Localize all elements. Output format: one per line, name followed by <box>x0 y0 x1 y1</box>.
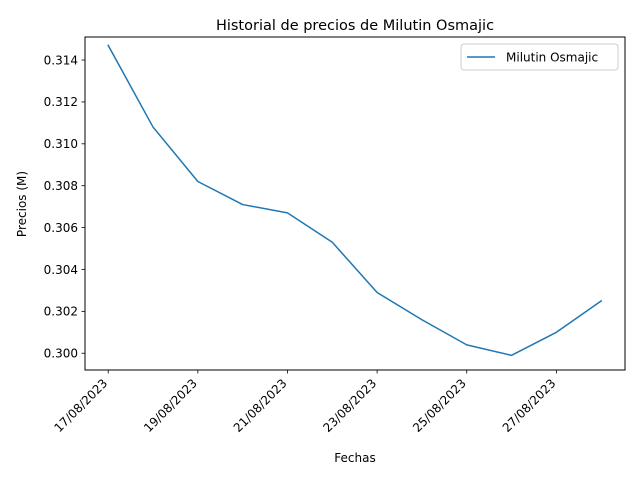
series-layer <box>107 44 603 357</box>
y-tick-label: 0.308 <box>44 179 78 193</box>
legend: Milutin Osmajic <box>460 43 619 71</box>
y-tick-label: 0.304 <box>44 263 78 277</box>
series-line-0 <box>107 44 603 357</box>
x-axis-label: Fechas <box>334 451 375 465</box>
y-tick-label: 0.302 <box>44 305 78 319</box>
y-tick-label: 0.310 <box>44 137 78 151</box>
y-axis-label: Precios (M) <box>15 171 29 237</box>
y-axis-ticks: 0.300 0.302 0.304 0.306 0.308 0.310 0.312 0.314 <box>44 53 85 361</box>
plot-frame <box>84 36 626 371</box>
y-tick-label: 0.314 <box>44 53 78 67</box>
y-tick-label: 0.306 <box>44 221 78 235</box>
legend-label: Milutin Osmajic <box>506 51 598 65</box>
y-tick-label: 0.312 <box>44 95 78 109</box>
y-tick-label: 0.300 <box>44 347 78 361</box>
legend-box <box>460 43 619 71</box>
chart-title: Historial de precios de Milutin Osmajic <box>216 18 494 34</box>
